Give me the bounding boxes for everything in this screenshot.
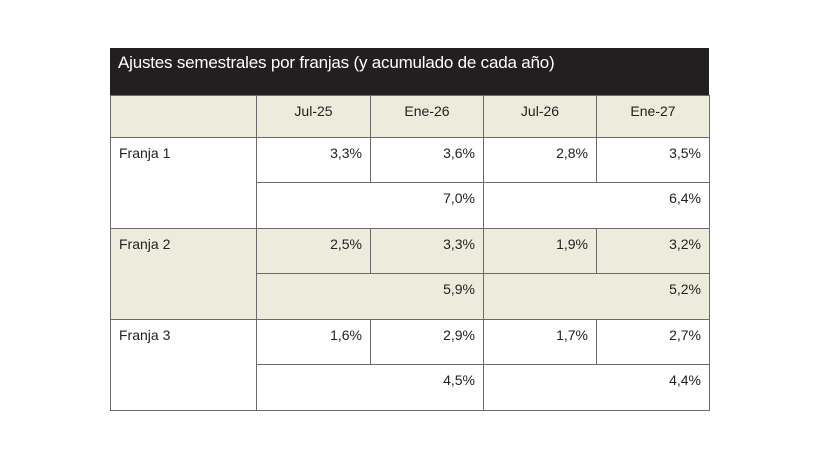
row-label: Franja 2	[110, 228, 257, 320]
value-cell: 1,7%	[483, 319, 597, 365]
table-title: Ajustes semestrales por franjas (y acumu…	[110, 48, 709, 95]
value-cell: 2,9%	[370, 319, 484, 365]
table: Ajustes semestrales por franjas (y acumu…	[110, 48, 710, 411]
value-cell: 3,2%	[596, 228, 710, 274]
accumulated-cell: 5,2%	[483, 273, 710, 320]
value-cell: 3,3%	[370, 228, 484, 274]
accumulated-cell: 5,9%	[256, 273, 484, 320]
header-cell	[110, 95, 257, 138]
column-header: Ene-26	[370, 95, 484, 138]
column-header: Jul-25	[256, 95, 371, 138]
value-cell: 3,3%	[256, 137, 371, 183]
column-header: Jul-26	[483, 95, 597, 138]
accumulated-cell: 7,0%	[256, 182, 484, 229]
value-cell: 2,8%	[483, 137, 597, 183]
value-cell: 2,5%	[256, 228, 371, 274]
value-cell: 3,6%	[370, 137, 484, 183]
accumulated-cell: 6,4%	[483, 182, 710, 229]
value-cell: 3,5%	[596, 137, 710, 183]
value-cell: 1,9%	[483, 228, 597, 274]
value-cell: 1,6%	[256, 319, 371, 365]
accumulated-cell: 4,4%	[483, 364, 710, 411]
accumulated-cell: 4,5%	[256, 364, 484, 411]
column-header: Ene-27	[596, 95, 710, 138]
value-cell: 2,7%	[596, 319, 710, 365]
row-label: Franja 1	[110, 137, 257, 229]
row-label: Franja 3	[110, 319, 257, 411]
